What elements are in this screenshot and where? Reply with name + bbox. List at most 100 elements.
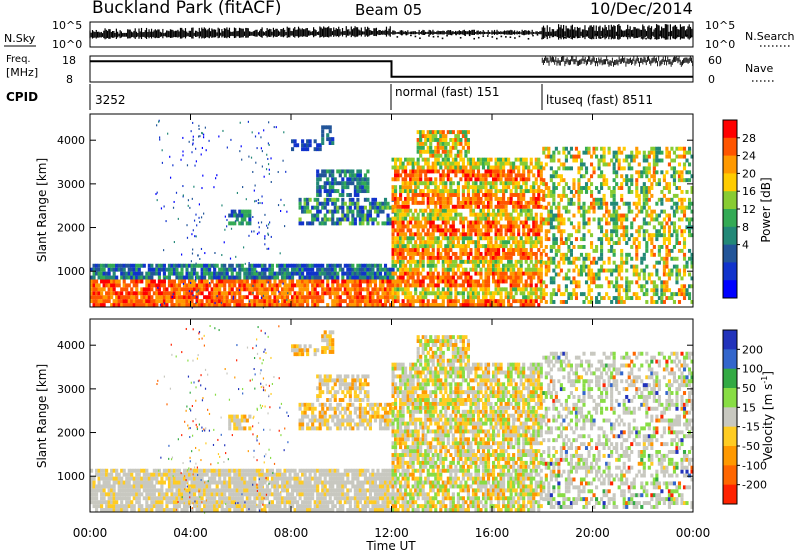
heatmap-cell: [426, 232, 430, 237]
heatmap-cell: [388, 295, 393, 300]
heatmap-cell: [552, 170, 556, 175]
heatmap-cell: [366, 217, 370, 222]
heatmap-cell: [391, 263, 395, 268]
heatmap-cell: [404, 185, 408, 190]
heatmap-cell: [486, 228, 491, 233]
heatmap-cell: [517, 299, 521, 304]
heatmap-cell: [331, 137, 335, 142]
heatmap-cell: [617, 272, 621, 277]
heatmap-cell: [617, 241, 621, 245]
heatmap-cell: [627, 296, 631, 301]
heatmap-cell: [456, 263, 460, 268]
heatmap-cell: [645, 154, 649, 159]
heatmap-cell: [645, 201, 649, 206]
heatmap-cell: [635, 292, 639, 297]
heatmap-cell: [298, 197, 302, 202]
heatmap-cell: [155, 283, 159, 288]
nsearch-sample: [450, 33, 453, 36]
heatmap-cell: [589, 260, 594, 265]
heatmap-cell: [595, 186, 599, 190]
heatmap-cell: [331, 303, 335, 307]
heatmap-cell: [323, 221, 327, 226]
heatmap-cell: [321, 291, 325, 296]
heatmap-cell: [605, 221, 609, 226]
heatmap-cell: [610, 158, 614, 163]
heatmap-cell: [321, 173, 325, 178]
heatmap-cell: [449, 267, 453, 272]
heatmap-cell: [414, 287, 418, 292]
heatmap-cell: [298, 263, 302, 268]
heatmap-cell: [635, 182, 639, 187]
heatmap-cell: [484, 236, 488, 241]
heatmap-cell: [456, 161, 460, 166]
heatmap-cell: [625, 280, 629, 285]
heatmap-cell: [145, 303, 149, 307]
heatmap-cell: [371, 263, 375, 268]
heatmap-cell: [517, 228, 521, 233]
heatmap-cell: [494, 177, 498, 182]
heatmap-cell: [409, 303, 413, 307]
heatmap-cell: [90, 279, 94, 284]
heatmap-cell: [642, 150, 646, 155]
heatmap-cell: [426, 283, 430, 288]
heatmap-cell: [564, 237, 568, 242]
heatmap-cell: [434, 240, 438, 245]
heatmap-cell: [373, 287, 378, 292]
nsearch-sample: [604, 33, 607, 36]
heatmap-cell: [549, 166, 553, 171]
heatmap-cell: [469, 236, 473, 241]
heatmap-cell: [363, 287, 367, 292]
heatmap-cell: [155, 287, 159, 292]
heatmap-cell: [446, 149, 450, 154]
heatmap-cell: [647, 205, 651, 210]
heatmap-cell: [476, 216, 481, 221]
heatmap-cell: [459, 138, 463, 142]
heatmap-cell: [248, 271, 252, 276]
heatmap-cell: [243, 303, 247, 307]
heatmap-cell: [637, 174, 641, 179]
heatmap-cell: [361, 189, 365, 194]
heatmap-cell: [436, 208, 440, 213]
heatmap-cell: [595, 276, 599, 281]
heatmap-cell: [288, 279, 292, 284]
heatmap-cell: [479, 303, 483, 307]
nsearch-sample: [613, 35, 616, 38]
heatmap-cell: [582, 292, 586, 297]
heatmap-cell: [363, 185, 367, 190]
heatmap-cell: [476, 212, 481, 217]
heatmap-cell: [474, 279, 478, 284]
heatmap-cell: [363, 267, 367, 272]
heatmap-cell: [436, 251, 440, 256]
heatmap-cell: [564, 154, 568, 159]
heatmap-cell: [351, 303, 355, 307]
heatmap-cell: [401, 169, 405, 174]
heatmap-cell: [401, 279, 405, 284]
heatmap-cell: [461, 291, 465, 296]
heatmap-cell: [341, 185, 345, 190]
heatmap-cell: [454, 228, 458, 233]
heatmap-cell: [245, 213, 249, 218]
heatmap-cell: [238, 279, 242, 284]
heatmap-cell: [421, 228, 425, 233]
heatmap-cell: [426, 157, 430, 162]
heatmap-cell: [446, 263, 450, 268]
heatmap-cell: [504, 212, 508, 217]
heatmap-cell: [416, 165, 420, 170]
heatmap-cell: [318, 275, 322, 280]
heatmap-cell: [481, 216, 486, 221]
heatmap-cell: [396, 169, 400, 174]
heatmap-cell: [406, 279, 410, 284]
heatmap-cell: [396, 299, 400, 304]
heatmap-cell: [401, 216, 405, 221]
heatmap-cell: [112, 299, 116, 304]
heatmap-cell: [356, 185, 360, 190]
heatmap-cell: [675, 237, 679, 242]
heatmap-cell: [454, 189, 458, 194]
heatmap-cell: [524, 251, 528, 256]
heatmap-cell: [421, 141, 425, 146]
heatmap-cell: [469, 204, 473, 209]
heatmap-cell: [411, 236, 415, 241]
heatmap-cell: [507, 177, 511, 182]
heatmap-cell: [519, 240, 523, 245]
heatmap-cell: [600, 170, 604, 175]
